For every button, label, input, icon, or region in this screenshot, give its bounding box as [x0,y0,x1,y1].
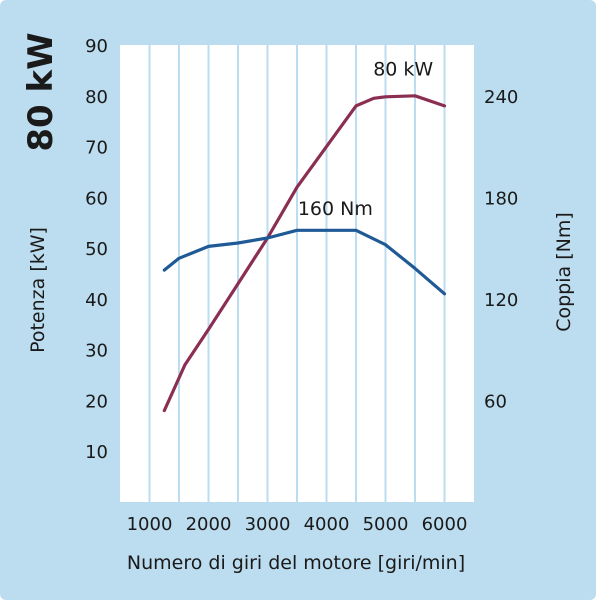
y-right-tick-label: 180 [484,188,518,209]
power-curve-label: 80 kW [373,58,433,80]
x-tick-label: 1000 [127,514,173,535]
torque-curve-label: 160 Nm [298,198,373,220]
power-series-line [162,94,447,413]
grid-lines [148,45,446,502]
y-left-tick-label: 40 [85,290,108,311]
torque-series-line [162,228,447,296]
x-tick-label: 4000 [304,514,350,535]
y-left-tick-label: 80 [85,87,108,108]
chart-title: 80 kW [21,32,61,151]
y-left-tick-label: 20 [85,391,108,412]
y-left-tick-label: 90 [85,36,108,57]
x-tick-label: 6000 [422,514,468,535]
x-axis-label: Numero di giri del motore [giri/min] [127,552,465,574]
tick-labels: 1000 2000 3000 4000 5000 6000 10 20 30 40 50 60 70 80… [85,36,518,535]
y-left-tick-label: 10 [85,442,108,463]
y-left-tick-label: 50 [85,239,108,260]
y-left-tick-label: 60 [85,188,108,209]
series-lines [162,94,447,413]
annotations: 80 kW 160 Nm [298,58,434,220]
x-tick-label: 2000 [186,514,232,535]
x-tick-label: 3000 [245,514,291,535]
y-right-tick-label: 120 [484,290,518,311]
x-tick-label: 5000 [363,514,409,535]
y-right-tick-label: 240 [484,87,518,108]
y-axis-left-label: Potenza [kW] [27,227,49,353]
y-left-tick-label: 30 [85,341,108,362]
y-axis-right-label: Coppia [Nm] [553,212,575,332]
y-right-tick-label: 60 [484,391,507,412]
y-left-tick-label: 70 [85,138,108,159]
